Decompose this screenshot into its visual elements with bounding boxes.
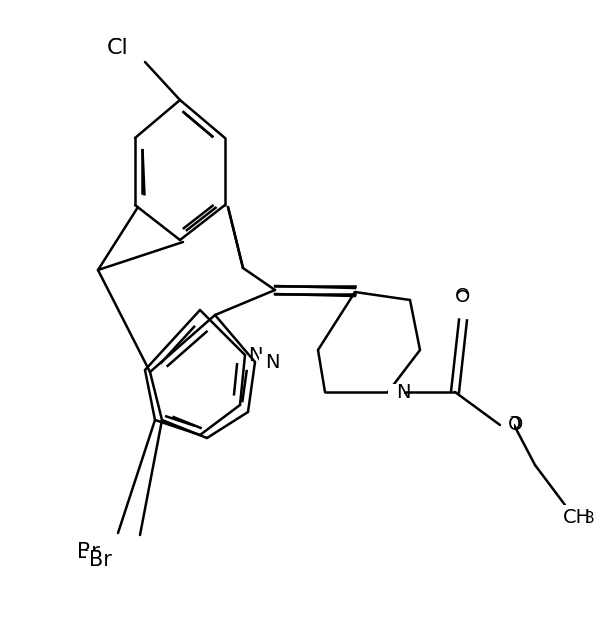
- FancyBboxPatch shape: [502, 417, 514, 433]
- FancyBboxPatch shape: [561, 505, 596, 525]
- Text: 3: 3: [585, 511, 595, 526]
- FancyBboxPatch shape: [456, 294, 470, 310]
- FancyBboxPatch shape: [86, 551, 114, 569]
- Text: Cl: Cl: [107, 38, 129, 58]
- FancyBboxPatch shape: [259, 354, 279, 370]
- Text: O: O: [456, 287, 471, 306]
- FancyBboxPatch shape: [388, 384, 404, 400]
- Text: Cl: Cl: [107, 38, 129, 58]
- Text: N: N: [263, 353, 278, 371]
- Text: N: N: [248, 346, 263, 365]
- Text: Br: Br: [88, 550, 111, 570]
- Text: Br: Br: [88, 550, 111, 570]
- Text: CH: CH: [563, 508, 591, 527]
- FancyBboxPatch shape: [104, 39, 132, 57]
- Text: N: N: [265, 353, 279, 371]
- Text: N: N: [390, 383, 405, 401]
- Text: O: O: [456, 289, 471, 308]
- Text: O: O: [508, 415, 523, 435]
- Text: O: O: [506, 415, 521, 435]
- Text: 3: 3: [586, 513, 596, 528]
- Text: Br: Br: [77, 542, 99, 562]
- Text: CH: CH: [565, 510, 593, 529]
- Text: N: N: [396, 383, 411, 401]
